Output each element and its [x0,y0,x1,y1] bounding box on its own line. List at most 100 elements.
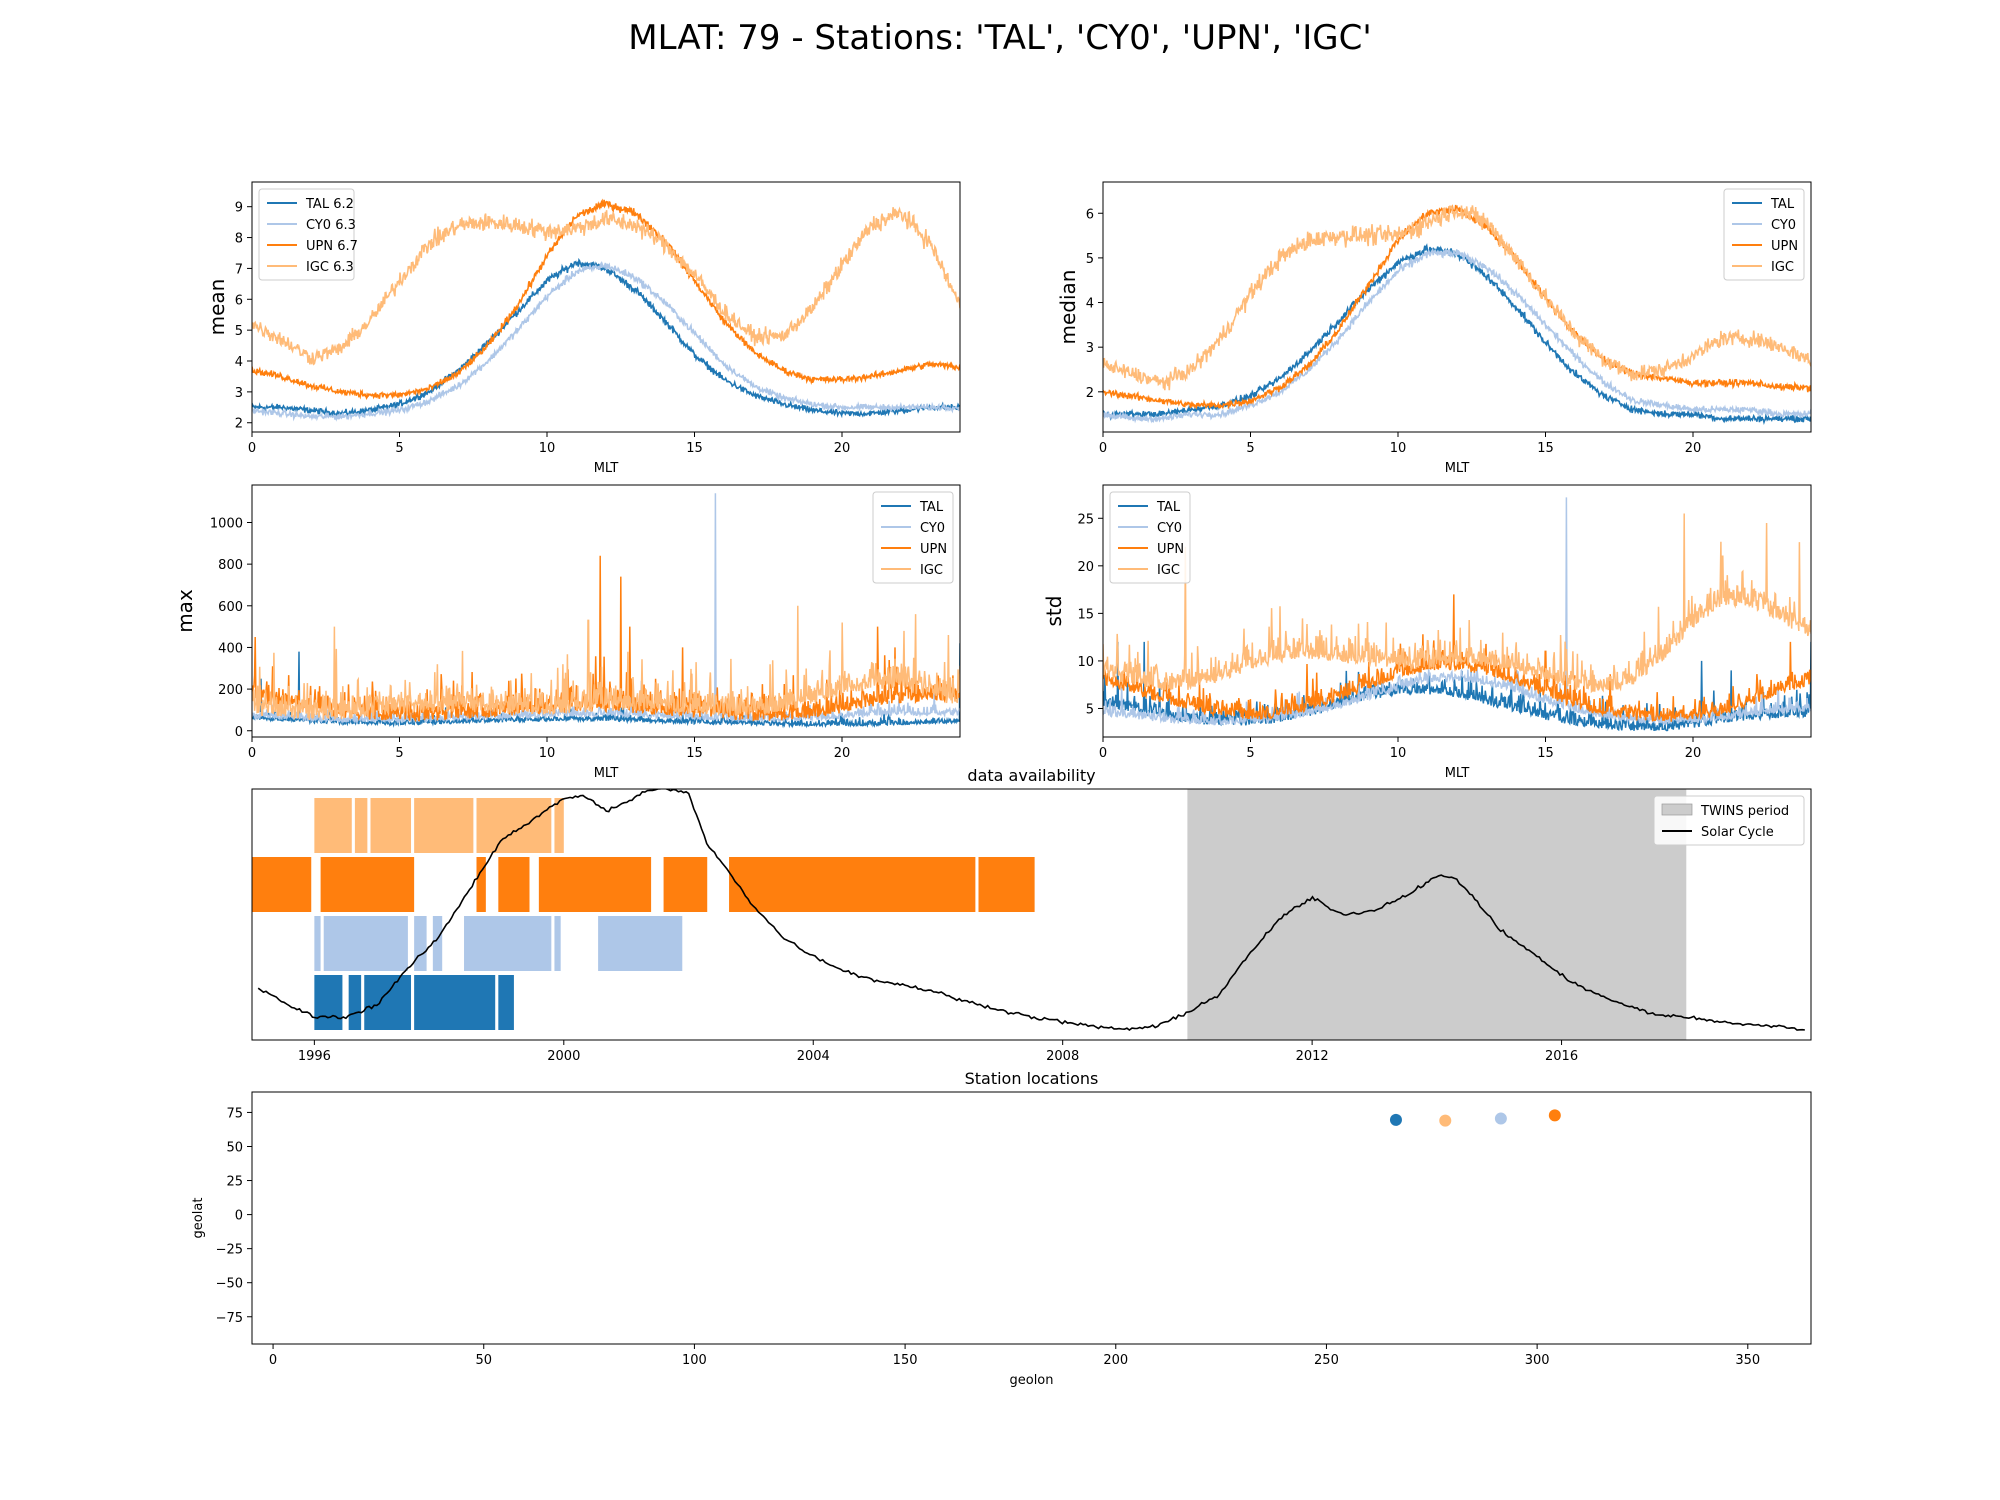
x-tick-label: 15 [686,441,703,456]
plot-area [252,182,960,432]
series-line-upn [1103,204,1811,410]
x-axis-label: MLT [1445,766,1470,781]
availability-bar-igc [354,798,368,853]
x-tick-label: 0 [269,1353,277,1368]
series-line-igc [1103,513,1811,694]
legend-entry: UPN [1771,239,1798,254]
x-tick-label: 10 [1390,441,1407,456]
series-line-igc [1103,205,1811,391]
x-tick-label: 350 [1735,1353,1760,1368]
y-axis-label: geolat [191,1198,206,1239]
y-tick-label: 2 [1086,386,1094,401]
y-tick-label: 4 [1086,297,1094,312]
x-tick-label: 10 [539,441,556,456]
series-line-tal [252,643,960,729]
availability-bar-upn [978,857,1035,912]
x-tick-label: 10 [1390,746,1407,761]
y-axis-label: mean [205,279,229,336]
x-tick-label: 0 [248,441,256,456]
legend-entry: TAL [919,500,944,515]
y-tick-label: 6 [235,293,243,308]
availability-bar-upn [320,857,415,912]
legend-entry: CY0 [920,521,945,536]
axes-locations: 0 50 100 150 200 250 300 350 −75 −50 −25 0 25 50 75 geo… [191,1069,1812,1388]
solar-cycle-line [257,789,1805,1031]
legend-box [1109,491,1191,584]
series-line-igc [252,605,960,721]
availability-bar-tal [414,975,496,1030]
legend-entry: CY0 [1771,218,1796,233]
legend-entry: TWINS period [1700,804,1789,819]
y-tick-label: 8 [235,232,243,247]
y-tick-label: 600 [218,600,243,615]
x-axis-label: MLT [594,461,619,476]
y-tick-label: 25 [1077,512,1094,527]
axes-frame [251,1091,1812,1345]
availability-bar-upn [476,857,486,912]
x-tick-label: 300 [1525,1353,1550,1368]
x-tick-label: 100 [682,1353,707,1368]
availability-bar-igc [476,798,552,853]
availability-bar-upn [252,857,312,912]
legend-entry: CY0 [1157,521,1182,536]
y-tick-label: 400 [218,641,243,656]
x-tick-label: 2012 [1296,1049,1329,1064]
axes-availability: 1996 2000 2004 2008 2012 2016 data availabilit… [251,766,1812,1064]
legend-entry: IGC [1771,260,1794,275]
availability-bar-cy0 [464,916,552,971]
legend-swatch [1661,803,1693,816]
legend-box [258,188,355,281]
series-group [252,198,960,422]
plot-area [1103,182,1811,432]
y-tick-label: 15 [1077,607,1094,622]
station-point-upn [1548,1109,1561,1122]
x-axis-label: MLT [594,766,619,781]
x-tick-label: 0 [248,746,256,761]
x-axis-label: MLT [1445,461,1470,476]
series-line-upn [252,198,960,401]
series-group [252,493,960,729]
legend-entry: TAL [1770,197,1795,212]
x-tick-label: 15 [1537,441,1554,456]
series-line-cy0 [252,260,960,422]
y-tick-label: −50 [216,1277,243,1292]
legend-entry: Solar Cycle [1701,825,1774,840]
availability-bar-tal [314,975,343,1030]
legend-entry: UPN 6.7 [306,239,358,254]
y-tick-label: 5 [1086,702,1094,717]
y-tick-label: 800 [218,558,243,573]
y-axis-label: std [1042,596,1066,627]
availability-bar-upn [538,857,652,912]
x-tick-label: 250 [1314,1353,1339,1368]
availability-bar-tal [348,975,362,1030]
axes-std: 0 5 10 15 20 5 10 15 20 25 MLT std TAL CY0 UPN IGC [1042,484,1812,781]
y-axis-label: max [173,589,197,633]
x-axis-label: geolon [1009,1373,1053,1388]
x-tick-label: 5 [1246,441,1254,456]
x-tick-label: 20 [834,441,851,456]
axes-frame [251,484,961,738]
legend: TWINS period Solar Cycle [1653,795,1805,846]
legend-entry: UPN [1157,542,1184,557]
series-group [1103,204,1811,426]
twins-period-span [1187,789,1687,1040]
legend-entry: IGC 6.3 [306,260,354,275]
axes-frame [1102,484,1812,738]
x-tick-label: 2000 [547,1049,580,1064]
x-tick-label: 2004 [797,1049,830,1064]
legend-box [1723,188,1805,281]
axes-frame [251,788,1812,1041]
y-tick-label: 4 [235,355,243,370]
availability-bar-upn [663,857,708,912]
availability-bar-cy0 [554,916,561,971]
availability-bar-upn [498,857,530,912]
y-axis-label: median [1056,270,1080,345]
legend-entry: TAL [1156,500,1181,515]
axes-title: Station locations [965,1069,1099,1088]
x-tick-label: 2016 [1545,1049,1578,1064]
x-tick-label: 200 [1103,1353,1128,1368]
axes-max: 0 5 10 15 2002004006008001000MLTmaxTALCY0UPN… [173,484,961,781]
availability-bar-igc [314,798,352,853]
y-tick-label: 75 [226,1106,243,1121]
